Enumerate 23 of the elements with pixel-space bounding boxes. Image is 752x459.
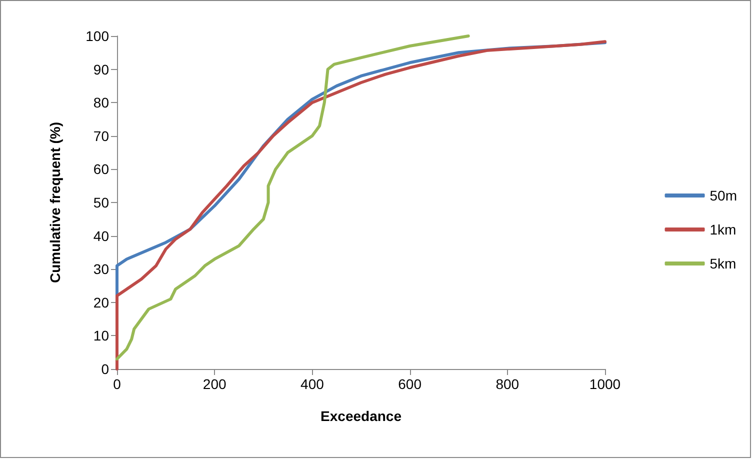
y-tick-label: 40 — [93, 228, 110, 244]
y-tick-label: 20 — [93, 294, 110, 310]
x-tick-label: 200 — [202, 376, 226, 392]
x-tick-label: 400 — [300, 376, 324, 392]
x-tick-label: 800 — [496, 376, 520, 392]
y-tick-label: 50 — [93, 194, 110, 210]
y-tick-label: 80 — [93, 94, 110, 111]
y-tick-label: 100 — [86, 28, 110, 44]
x-tick-label: 600 — [398, 376, 422, 392]
x-tick-label: 0 — [113, 376, 122, 392]
y-axis-title: Cumulative frequent (%) — [47, 122, 63, 284]
line-series — [116, 34, 470, 361]
y-tick-label: 10 — [93, 328, 110, 344]
legend-label: 1km — [710, 222, 736, 238]
y-tick-label: 90 — [93, 61, 110, 78]
x-tick-label: 1000 — [589, 376, 621, 392]
y-tick-label: 60 — [93, 161, 110, 178]
x-axis-title: Exceedance — [320, 408, 402, 424]
legend-label: 5km — [710, 256, 736, 272]
y-tick-label: 30 — [93, 261, 110, 278]
y-tick-label: 70 — [93, 128, 110, 144]
y-tick-label: 0 — [101, 361, 110, 377]
legend-label: 50m — [710, 188, 737, 204]
